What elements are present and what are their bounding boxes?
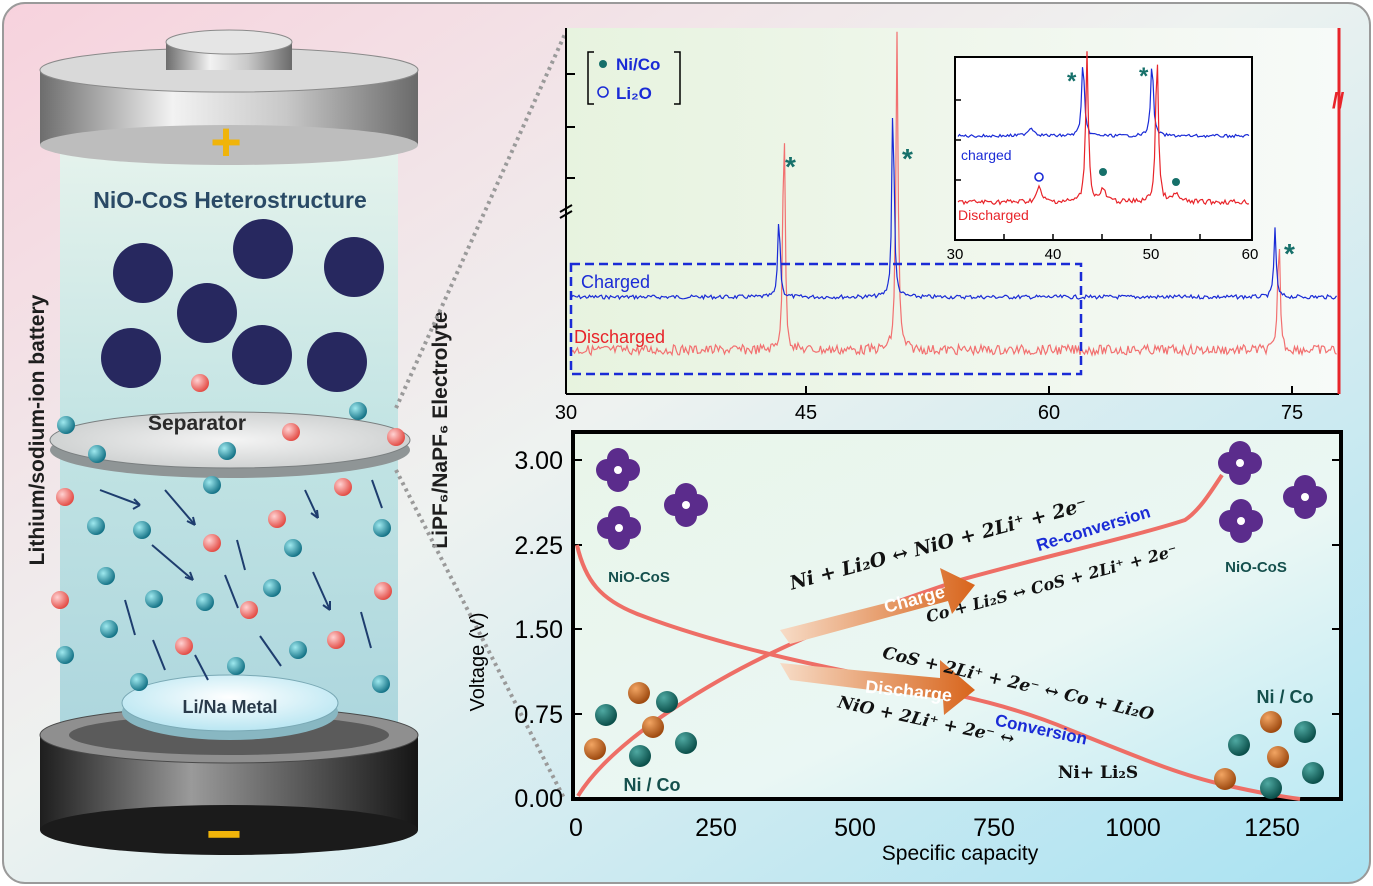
battery-illustration: + − NiO-CoS Heterostructure Separator Li…	[26, 29, 452, 869]
ni-co-cluster-right	[1214, 711, 1324, 799]
voltage-x-tick: 1250	[1244, 814, 1300, 842]
ni-co-cluster-left	[584, 682, 697, 767]
inset-x-tick-60: 60	[1242, 246, 1259, 263]
voltage-x-label: Specific capacity	[882, 842, 1039, 865]
xrd-charged-label: Charged	[581, 272, 650, 292]
separator-label: Separator	[148, 412, 246, 435]
xrd-x-tick-60: 60	[1038, 402, 1060, 424]
voltage-x-tick: 250	[695, 814, 737, 842]
inset-x-tick-50: 50	[1143, 246, 1160, 263]
nio-cos-cluster-right	[1218, 441, 1327, 543]
xrd-x-tick-75: 75	[1281, 402, 1303, 424]
voltage-y-tick: 2.25	[514, 532, 563, 560]
nio-cos-cluster-left	[596, 448, 708, 550]
xrd-peak-star: *	[1284, 238, 1295, 269]
voltage-y-axis: 3.00 2.25 1.50 0.75 0.00 Voltage (V)	[467, 447, 1341, 813]
inset-x-tick-40: 40	[1045, 246, 1062, 263]
electrolyte-label: LiPF₆/NaPF₆ Electrolyte	[429, 311, 452, 548]
voltage-plot: 3.00 2.25 1.50 0.75 0.00 Voltage (V) 0 2…	[467, 430, 1343, 865]
break-mark: //	[1332, 88, 1344, 113]
voltage-x-tick: 750	[973, 814, 1015, 842]
ion-arrows	[99, 479, 383, 681]
xrd-x-tick-45: 45	[795, 402, 817, 424]
xrd-x-axis: 30 45 60 75	[555, 386, 1303, 424]
voltage-x-tick: 500	[834, 814, 876, 842]
inset-discharged-label: Discharged	[958, 207, 1029, 223]
xrd-zoom-box	[569, 262, 1083, 376]
heterostructure-title: NiO-CoS Heterostructure	[93, 187, 366, 213]
xrd-discharged-label: Discharged	[574, 327, 665, 347]
voltage-x-tick: 0	[569, 814, 583, 842]
inset-star: *	[1139, 63, 1149, 90]
inset-x-tick-30: 30	[947, 246, 964, 263]
equation-discharge-2b: Ni+ Li₂S	[1058, 763, 1138, 783]
plus-sign: +	[210, 112, 242, 172]
xrd-legend: Ni/Co Li₂O	[587, 51, 681, 105]
voltage-y-tick: 0.75	[514, 701, 563, 729]
inset-charged-label: charged	[961, 147, 1012, 163]
voltage-x-axis: 0 250 500 750 1000 1250 Specific capacit…	[569, 814, 1300, 865]
nio-cos-label-right: NiO-CoS	[1225, 559, 1287, 576]
inset-charged-trace	[957, 67, 1250, 139]
xrd-discharged-trace	[569, 31, 1337, 357]
ni-co-label-left: Ni / Co	[624, 775, 681, 795]
discharge-arrow: Discharge	[780, 660, 975, 715]
voltage-y-tick: 3.00	[514, 447, 563, 475]
legend-ni-co: Ni/Co	[616, 55, 660, 74]
voltage-x-tick: 1000	[1105, 814, 1161, 842]
minus-sign: −	[206, 800, 242, 869]
metal-label: Li/Na Metal	[182, 697, 277, 717]
voltage-y-tick: 0.00	[514, 785, 563, 813]
xrd-x-tick-30: 30	[555, 402, 577, 424]
xrd-inset: * * charged Discharged 30 40 50 60	[947, 51, 1259, 263]
nio-cos-label-left: NiO-CoS	[608, 569, 670, 586]
nio-cos-particles	[101, 219, 384, 392]
xrd-peak-star: *	[785, 151, 796, 182]
voltage-y-tick: 1.50	[514, 616, 563, 644]
legend-li2o: Li₂O	[616, 84, 652, 103]
inset-discharged-trace	[957, 51, 1250, 206]
inset-star: *	[1067, 68, 1077, 95]
xrd-charged-trace	[569, 117, 1337, 301]
zoom-lines	[394, 33, 567, 801]
xrd-panel: // 30 45 60 75 * * * Charged Discharged	[555, 28, 1344, 424]
xrd-peak-star: *	[902, 143, 913, 174]
battery-type-label: Lithium/sodium-ion battery	[26, 294, 49, 565]
voltage-y-label: Voltage (V)	[467, 613, 489, 712]
ions	[51, 374, 405, 693]
ni-co-label-right: Ni / Co	[1257, 687, 1314, 707]
